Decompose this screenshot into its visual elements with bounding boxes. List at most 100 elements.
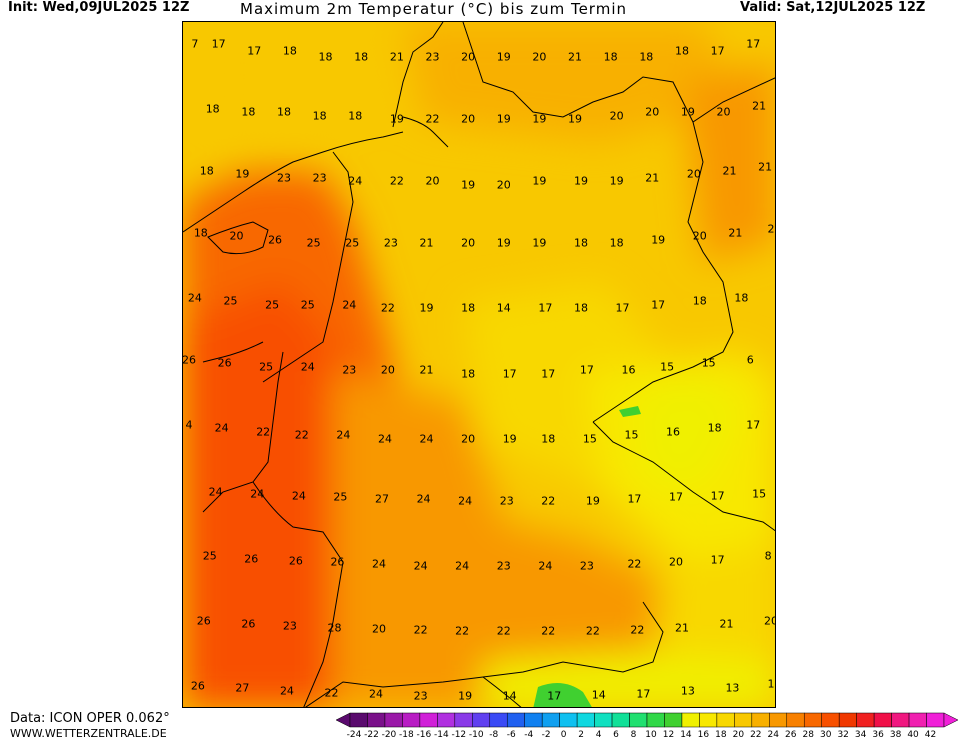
- temperature-value: 17: [651, 298, 666, 312]
- colorbar-tick-label: -16: [416, 730, 432, 740]
- colorbar-swatch: [576, 712, 595, 728]
- colorbar-swatch: [873, 712, 892, 728]
- temperature-value: 20: [461, 432, 476, 446]
- temperature-value: 21: [568, 50, 583, 64]
- temperature-value: 14: [496, 301, 511, 315]
- temperature-value: 26: [241, 617, 256, 631]
- temperature-value: 23: [312, 171, 327, 185]
- temperature-value: 20: [372, 622, 387, 636]
- temperature-value: 18: [205, 102, 220, 116]
- colorbar-tick-label: 0: [560, 730, 567, 740]
- temperature-value: 19: [585, 494, 600, 508]
- temperature-value: 6: [746, 353, 754, 367]
- colorbar-tick-label: -18: [399, 730, 414, 740]
- temperature-value: 22: [256, 425, 271, 439]
- colorbar-tick-label: 12: [662, 730, 675, 740]
- temperature-value: 24: [291, 489, 306, 503]
- temperature-value: 23: [282, 619, 297, 633]
- temperature-value: 23: [383, 236, 398, 250]
- temperature-value: 21: [728, 226, 743, 240]
- temperature-value: 22: [455, 624, 470, 638]
- temperature-value: 20: [461, 50, 476, 64]
- temperature-value: 18: [609, 236, 624, 250]
- colorbar-swatch: [908, 712, 927, 728]
- colorbar-tick-label: -6: [506, 730, 516, 740]
- colorbar-tick-label: 18: [715, 730, 727, 740]
- temperature-value: 16: [666, 425, 681, 439]
- valid-time: Valid: Sat,12JUL2025 12Z: [740, 0, 926, 15]
- temperature-value: 19: [651, 233, 666, 247]
- temperature-value: 19: [609, 174, 624, 188]
- temperature-value: 24: [369, 687, 384, 701]
- temperature-value: 26: [217, 356, 232, 370]
- temperature-value: 25: [300, 298, 315, 312]
- temperature-value: 21: [419, 363, 434, 377]
- borders: [183, 22, 775, 707]
- temperature-value: 24: [214, 421, 229, 435]
- temperature-value: 20: [686, 167, 701, 181]
- colorbar-tick-label: 28: [802, 730, 814, 740]
- temperature-value: 25: [333, 490, 348, 504]
- temperature-value: 22: [413, 623, 428, 637]
- colorbar-tick-label: 2: [578, 730, 584, 740]
- temperature-value: 20: [669, 555, 684, 569]
- temperature-value: 23: [496, 559, 511, 573]
- temperature-value: 22: [496, 624, 511, 638]
- temperature-value: 17: [541, 367, 556, 380]
- temperature-value: 16: [621, 363, 636, 377]
- temperature-value: 26: [196, 614, 211, 628]
- temperature-value: 17: [636, 687, 651, 701]
- colorbar-tick-label: 26: [785, 730, 797, 740]
- colorbar-tick-label: 10: [645, 730, 657, 740]
- temperature-value: 25: [265, 298, 280, 312]
- temperature-value: 19: [680, 105, 695, 119]
- colorbar-swatch: [489, 712, 508, 728]
- temperature-value: 24: [187, 291, 202, 305]
- colorbar-tick-label: 4: [595, 730, 602, 740]
- temperature-value: 8: [764, 549, 772, 563]
- temperature-value: 14: [591, 688, 606, 702]
- colorbar-tick-label: 32: [837, 730, 849, 740]
- temperature-value: 24: [208, 485, 223, 499]
- temperature-value: 24: [348, 174, 363, 188]
- temperature-value: 25: [306, 236, 321, 250]
- temperature-value: 24: [377, 432, 392, 446]
- temperature-value: 21: [719, 617, 734, 631]
- temperature-value: 17: [211, 37, 226, 51]
- colorbar-tick-label: 14: [680, 730, 692, 740]
- temperature-value: 23: [499, 494, 514, 508]
- temperature-value: 19: [458, 689, 473, 703]
- colorbar-tick-label: -12: [451, 730, 467, 740]
- colorbar-tick-label: 24: [767, 730, 780, 740]
- colorbar-swatch: [751, 712, 770, 728]
- temperature-value: 18: [734, 291, 749, 305]
- colorbar-swatch: [367, 712, 386, 728]
- temperature-value: 22: [630, 623, 645, 637]
- colorbar-swatch: [664, 712, 683, 728]
- temperature-value: 13: [725, 681, 740, 695]
- temperature-value: 17: [579, 363, 594, 377]
- temperature-value: 18: [318, 50, 333, 64]
- temperature-value: 17: [710, 553, 725, 567]
- temperature-value: 17: [538, 301, 553, 315]
- temperature-value: 24: [458, 494, 473, 508]
- temperature-value: 18: [639, 50, 654, 64]
- colorbar-tick-label: -22: [364, 730, 379, 740]
- colorbar-tick-label: -14: [433, 730, 449, 740]
- colorbar-swatch: [472, 712, 491, 728]
- temperature-value: 15: [752, 487, 767, 501]
- temperature-value: 14: [502, 689, 517, 703]
- colorbar-swatch: [646, 712, 665, 728]
- temperature-value: 17: [746, 37, 761, 51]
- colorbar-swatch: [856, 712, 875, 728]
- colorbar-tick-label: 30: [819, 730, 832, 740]
- temperature-value: 7: [191, 37, 199, 51]
- temperature-value: 13: [680, 684, 695, 698]
- temperature-value: 22: [541, 494, 556, 508]
- colorbar-swatch: [821, 712, 840, 728]
- temperature-value: 24: [455, 559, 470, 573]
- temperature-value: 19: [568, 112, 583, 126]
- temperature-value: 24: [336, 428, 351, 442]
- temperature-value: 18: [354, 50, 369, 64]
- colorbar-tick-label: 40: [907, 730, 919, 740]
